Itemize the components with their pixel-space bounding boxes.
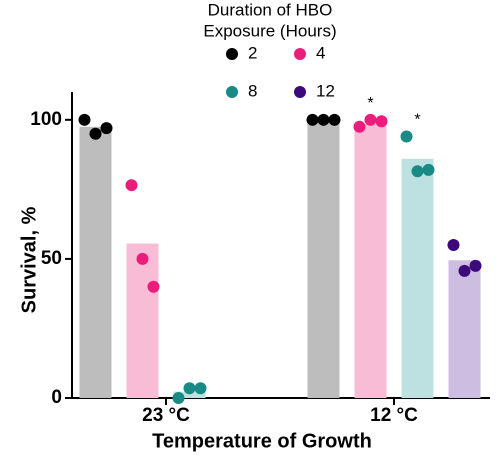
y-tick-label: 50 [41, 248, 62, 269]
data-point [136, 252, 149, 265]
data-point [328, 113, 341, 126]
legend-swatch [294, 48, 306, 60]
bar [448, 260, 481, 398]
bar [79, 126, 112, 398]
data-point [183, 382, 196, 395]
data-point [147, 280, 160, 293]
data-point [194, 382, 207, 395]
bar [126, 243, 159, 398]
data-point [422, 163, 435, 176]
data-point [100, 122, 113, 135]
legend-title: Duration of HBO [208, 0, 333, 19]
legend-swatch [226, 48, 238, 60]
significance-marker: * [414, 112, 420, 129]
data-point [317, 113, 330, 126]
x-axis-title: Temperature of Growth [152, 430, 372, 452]
data-point [364, 113, 377, 126]
legend-label: 2 [248, 43, 257, 62]
legend-title: Exposure (Hours) [203, 21, 336, 40]
data-point [353, 120, 366, 133]
data-point [89, 127, 102, 140]
legend-swatch [226, 86, 238, 98]
data-point [306, 113, 319, 126]
bar [307, 119, 340, 399]
legend-swatch [294, 86, 306, 98]
legend-label: 8 [248, 81, 257, 100]
y-tick-label: 0 [51, 387, 62, 408]
bar [173, 391, 206, 398]
data-point [400, 130, 413, 143]
data-point [375, 115, 388, 128]
data-point [172, 392, 185, 404]
bar [401, 158, 434, 398]
bar [354, 123, 387, 398]
data-point [447, 239, 460, 251]
data-point [411, 165, 424, 178]
legend-label: 4 [316, 43, 325, 62]
x-tick-label: 12 °C [370, 405, 418, 426]
significance-marker: * [367, 95, 373, 112]
y-axis-title: Survival, % [18, 206, 40, 313]
data-point [469, 259, 482, 272]
x-tick-label: 23 °C [142, 405, 190, 426]
legend-label: 12 [316, 81, 335, 100]
data-point [458, 264, 471, 277]
y-tick-label: 100 [30, 109, 62, 130]
data-point [78, 113, 91, 126]
data-point [125, 179, 138, 192]
